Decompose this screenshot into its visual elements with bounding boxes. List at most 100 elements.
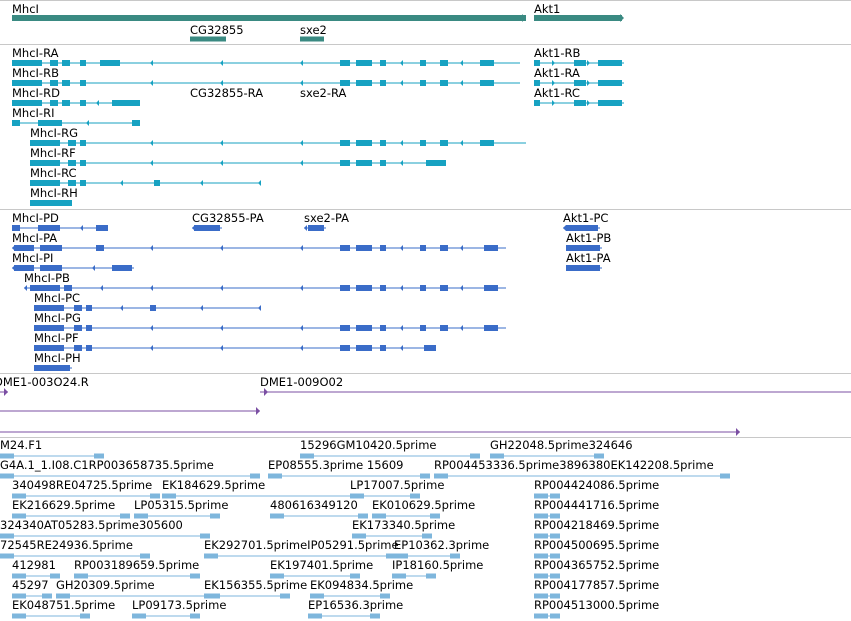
feature-mhci-rh[interactable] xyxy=(30,200,72,206)
feature-label[interactable]: MhcI-PC xyxy=(34,291,81,305)
feature-324340at05283-5prime305600[interactable] xyxy=(0,533,210,539)
feature-label[interactable]: MhcI-PI xyxy=(12,251,54,265)
feature-lp17007-5prime[interactable] xyxy=(350,493,420,499)
feature-label[interactable]: RP003189659.5prime xyxy=(74,558,200,572)
feature-label[interactable]: EK010629.5prime xyxy=(372,498,476,512)
feature-label[interactable]: EK216629.5prime xyxy=(12,498,116,512)
feature-cg32855[interactable] xyxy=(190,36,226,42)
feature-label[interactable]: IP18160.5prime xyxy=(392,558,484,572)
feature-akt1-rb[interactable] xyxy=(534,60,624,66)
feature-ep16536-3prime[interactable] xyxy=(308,613,380,619)
feature-label[interactable]: LP05315.5prime xyxy=(134,498,229,512)
feature-label[interactable]: RP004500695.5prime xyxy=(534,538,660,552)
feature-rp004513000-5prime[interactable] xyxy=(534,613,560,619)
feature-g4a-1-1-i08-c1rp003658735-5prime[interactable] xyxy=(0,473,260,479)
feature-rp004453336-5prime3896380ek142208-5prime[interactable] xyxy=(434,473,730,479)
feature-label[interactable]: MhcI-RH xyxy=(30,186,78,200)
feature-mhci-rb[interactable] xyxy=(12,80,520,86)
feature-label[interactable]: MhcI-RA xyxy=(12,46,59,60)
feature-label[interactable]: EK184629.5prime xyxy=(162,478,266,492)
feature-label[interactable]: RP004177857.5prime xyxy=(534,578,660,592)
feature-label[interactable]: MhcI-RG xyxy=(30,126,78,140)
feature-mhci-rc[interactable] xyxy=(30,180,261,186)
feature-sxe2[interactable] xyxy=(300,36,324,42)
feature-gh22048-5prime324646[interactable] xyxy=(490,453,604,459)
feature-label[interactable]: EP16536.3prime xyxy=(308,598,404,612)
feature-dme1-009o02[interactable] xyxy=(260,388,851,396)
feature-label[interactable]: 45297 xyxy=(12,578,49,592)
feature-label[interactable]: 480616349120 xyxy=(270,498,358,512)
feature-ek156355-5prime[interactable] xyxy=(204,593,290,599)
feature-label[interactable]: EP10362.3prime xyxy=(394,538,490,552)
feature-label[interactable]: MhcI-PH xyxy=(34,351,81,365)
feature-15296gm10420-5prime[interactable] xyxy=(300,453,480,459)
feature-label[interactable]: MhcI-PG xyxy=(34,311,81,325)
feature-lp09173-5prime[interactable] xyxy=(132,613,200,619)
feature-mhci-ri[interactable] xyxy=(12,120,140,126)
feature-ek216629-5prime[interactable] xyxy=(12,513,130,519)
feature-label[interactable]: Akt1 xyxy=(534,2,561,16)
feature-ep08555-3prime-15609[interactable] xyxy=(268,473,430,479)
feature-label[interactable]: CG32855-RA xyxy=(190,86,264,100)
feature-label[interactable]: MhcI-PD xyxy=(12,211,59,225)
feature-mhci[interactable] xyxy=(12,14,526,22)
feature-mhci-rd[interactable] xyxy=(12,100,140,106)
feature-ek292701-5primeip05291-5prime[interactable] xyxy=(204,553,396,559)
feature-sxe2-pa[interactable] xyxy=(304,225,326,231)
feature-label[interactable]: EK048751.5prime xyxy=(12,598,116,612)
feature-label[interactable]: RP004218469.5prime xyxy=(534,518,660,532)
feature-label[interactable]: RP004441716.5prime xyxy=(534,498,660,512)
feature-label[interactable]: RP004365752.5prime xyxy=(534,558,660,572)
feature-label[interactable]: MhcI-PB xyxy=(24,271,70,285)
feature-dme1-003o24-r[interactable] xyxy=(0,388,8,396)
feature-label[interactable]: Akt1-PA xyxy=(566,251,611,265)
feature-akt1-ra[interactable] xyxy=(534,80,624,86)
feature-label[interactable]: Akt1-RA xyxy=(534,66,580,80)
feature-label[interactable]: CG32855 xyxy=(190,23,244,37)
feature-label[interactable]: MhcI-RB xyxy=(12,66,59,80)
feature-akt1-pb[interactable] xyxy=(566,245,602,251)
feature-lp05315-5prime[interactable] xyxy=(134,513,220,519)
feature-ep10362-3prime[interactable] xyxy=(394,553,460,559)
feature-label[interactable]: G4A.1_1.I08.C1RP003658735.5prime xyxy=(0,458,214,472)
feature-label[interactable]: LP09173.5prime xyxy=(132,598,227,612)
feature-mhci-pf[interactable] xyxy=(34,345,436,351)
feature-label[interactable]: Akt1-PB xyxy=(566,231,612,245)
feature-mhci-pc[interactable] xyxy=(34,305,261,311)
feature-label[interactable]: GH22048.5prime324646 xyxy=(490,438,633,452)
feature-mhci-rg[interactable] xyxy=(30,140,526,146)
feature-m24-f1[interactable] xyxy=(0,453,104,459)
feature-akt1-pc[interactable] xyxy=(563,225,600,231)
feature-412981[interactable] xyxy=(12,573,60,579)
feature-rp004441716-5prime[interactable] xyxy=(534,513,560,519)
feature-label[interactable]: 340498RE04725.5prime xyxy=(12,478,153,492)
feature-label[interactable]: EK292701.5primeIP05291.5prime xyxy=(204,538,399,552)
feature-mhci-pd[interactable] xyxy=(12,225,108,231)
feature-480616349120[interactable] xyxy=(270,513,368,519)
feature-label[interactable]: MhcI xyxy=(12,2,39,16)
feature-unlabeled-2[interactable] xyxy=(0,407,740,436)
feature-label[interactable]: 324340AT05283.5prime305600 xyxy=(0,518,183,532)
feature-label[interactable]: MhcI-RD xyxy=(12,86,60,100)
feature-label[interactable]: MhcI-PF xyxy=(34,331,79,345)
feature-rp004365752-5prime[interactable] xyxy=(534,573,560,579)
feature-ek010629-5prime[interactable] xyxy=(372,513,440,519)
feature-ip18160-5prime[interactable] xyxy=(392,573,436,579)
feature-ek197401-5prime[interactable] xyxy=(270,573,360,579)
feature-label[interactable]: Akt1-PC xyxy=(563,211,609,225)
feature-mhci-ra[interactable] xyxy=(12,60,520,66)
feature-label[interactable]: sxe2 xyxy=(300,23,327,37)
feature-akt1-pa[interactable] xyxy=(566,265,602,271)
feature-45297[interactable] xyxy=(12,593,52,599)
feature-label[interactable]: sxe2-RA xyxy=(300,86,347,100)
feature-cg32855-pa[interactable] xyxy=(192,225,222,231)
feature-mhci-pi[interactable] xyxy=(12,265,134,271)
feature-label[interactable]: EK094834.5prime xyxy=(310,578,414,592)
feature-label[interactable]: 72545RE24936.5prime xyxy=(0,538,133,552)
feature-label[interactable]: RP004424086.5prime xyxy=(534,478,660,492)
feature-akt1[interactable] xyxy=(534,14,624,22)
feature-label[interactable]: RP004513000.5prime xyxy=(534,598,660,612)
feature-label[interactable]: DME1-009O02 xyxy=(260,375,344,389)
feature-label[interactable]: MhcI-RF xyxy=(30,146,76,160)
feature-label[interactable]: 15296GM10420.5prime xyxy=(300,438,437,452)
